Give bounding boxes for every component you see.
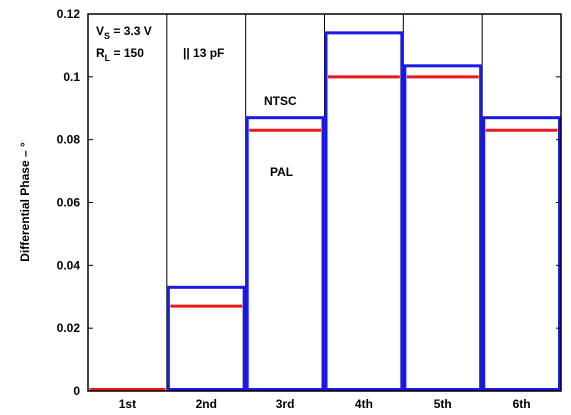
ticks-layer: 0 0.02 0.04 0.06 0.08 0.1 0.12 1st 2nd 3rd 4th 5th 6… <box>57 7 561 411</box>
x-tick-label: 6th <box>513 397 531 411</box>
vs-symbol: V <box>96 24 104 38</box>
load-capacitance-annotation: || 13 pF <box>183 46 224 60</box>
y-tick-label: 0.02 <box>57 321 81 335</box>
y-tick-label: 0.04 <box>57 258 81 272</box>
ntsc-bar <box>324 31 404 391</box>
ntsc-bar <box>482 116 561 392</box>
rl-value: = 150 <box>110 46 144 60</box>
x-tick-label: 3rd <box>276 397 295 411</box>
bars-layer <box>89 31 561 392</box>
ntsc-bar <box>166 285 246 392</box>
x-tick-label: 5th <box>434 397 452 411</box>
ntsc-bar <box>403 64 483 392</box>
x-tick-label: 4th <box>355 397 373 411</box>
vs-subscript: S <box>104 31 110 41</box>
load-annotation: RL = 150 <box>96 46 144 63</box>
rl-symbol: R <box>96 46 105 60</box>
y-tick-label: 0.06 <box>57 196 81 210</box>
ntsc-bar <box>245 116 325 392</box>
y-axis-label: Differential Phase – ° <box>18 142 32 262</box>
ntsc-label: NTSC <box>264 94 297 108</box>
y-tick-label: 0.08 <box>57 133 81 147</box>
vs-value: = 3.3 V <box>110 24 152 38</box>
rl-subscript: L <box>105 53 111 63</box>
x-tick-label: 1st <box>119 397 136 411</box>
supply-voltage-annotation: VS = 3.3 V <box>96 24 152 41</box>
x-tick-label: 2nd <box>196 397 217 411</box>
y-tick-label: 0.12 <box>57 7 81 21</box>
y-tick-label: 0 <box>73 384 80 398</box>
y-tick-label: 0.1 <box>63 70 80 84</box>
pal-label: PAL <box>270 165 293 179</box>
